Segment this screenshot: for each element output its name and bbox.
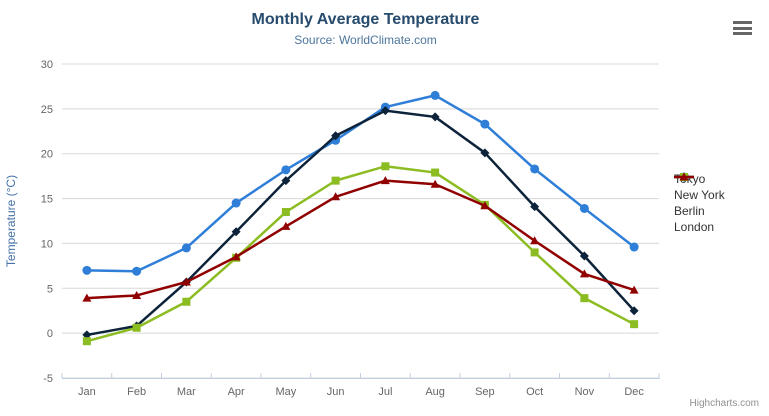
x-axis-label: Nov xyxy=(575,386,595,398)
series-london[interactable] xyxy=(82,176,639,302)
data-point-marker xyxy=(629,242,639,252)
y-axis-title: Temperature (°C) xyxy=(4,175,18,267)
data-point-marker xyxy=(82,293,92,302)
x-axis-label: Feb xyxy=(127,386,146,398)
data-point-marker xyxy=(82,337,91,346)
data-point-marker xyxy=(181,277,191,286)
data-point-marker xyxy=(281,221,291,230)
y-axis-label: 10 xyxy=(41,238,53,250)
data-point-marker xyxy=(480,201,490,210)
data-point-marker xyxy=(629,306,639,316)
data-point-marker xyxy=(331,176,340,185)
data-point-marker xyxy=(281,208,290,217)
x-axis-label: Aug xyxy=(425,386,445,398)
y-axis-labels: -5 0 5 10 15 20 25 30 xyxy=(41,59,53,385)
series-line xyxy=(86,179,635,300)
legend-item-new-york[interactable]: New York xyxy=(674,172,725,203)
data-point-marker xyxy=(331,192,341,201)
data-point-marker xyxy=(381,162,390,171)
data-point-marker xyxy=(480,148,490,158)
series-line xyxy=(86,94,635,273)
legend-label: London xyxy=(674,220,715,234)
legend: Tokyo New York Berlin London xyxy=(674,171,725,235)
legend-label: Berlin xyxy=(674,204,705,218)
data-point-marker xyxy=(430,112,440,122)
gridlines xyxy=(62,63,659,379)
data-point-marker xyxy=(679,172,689,181)
x-axis-label: Mar xyxy=(177,386,196,398)
data-point-marker xyxy=(580,294,589,303)
data-point-marker xyxy=(231,227,241,237)
data-point-marker xyxy=(579,251,589,261)
x-axis-ticks xyxy=(61,373,660,378)
legend-item-london[interactable]: London xyxy=(674,172,725,235)
data-point-marker xyxy=(331,131,341,141)
data-point-marker xyxy=(231,198,241,208)
data-point-marker xyxy=(132,323,141,332)
x-axis-label: Dec xyxy=(624,386,644,398)
data-point-marker xyxy=(431,168,440,177)
chart-subtitle: Source: WorldClimate.com xyxy=(294,33,437,47)
y-axis-label: 5 xyxy=(47,283,53,295)
data-point-marker xyxy=(281,176,291,186)
data-point-marker xyxy=(430,179,440,188)
data-point-marker xyxy=(182,297,191,306)
data-point-marker xyxy=(630,320,639,329)
y-axis-label: -5 xyxy=(43,373,53,385)
data-point-marker xyxy=(530,164,540,174)
data-point-marker xyxy=(132,266,142,276)
legend-label: New York xyxy=(674,188,725,202)
data-point-marker xyxy=(480,119,490,129)
y-axis-label: 30 xyxy=(41,59,53,71)
data-point-marker xyxy=(380,106,390,116)
data-point-marker xyxy=(629,285,639,294)
data-point-marker xyxy=(82,330,92,340)
data-point-marker xyxy=(132,290,142,299)
x-axis-label: Jun xyxy=(327,386,345,398)
data-point-marker xyxy=(579,269,589,278)
x-axis-label: Oct xyxy=(526,386,543,398)
x-axis-label: Sep xyxy=(475,386,495,398)
data-point-marker xyxy=(281,165,291,175)
export-menu-button[interactable] xyxy=(733,21,752,35)
y-axis-label: 15 xyxy=(41,194,53,206)
series-tokyo[interactable] xyxy=(82,90,639,276)
data-point-marker xyxy=(231,252,241,261)
data-point-marker xyxy=(380,176,390,185)
data-point-marker xyxy=(579,203,589,213)
hamburger-icon xyxy=(733,32,752,35)
series-line xyxy=(86,109,636,337)
chart-title: Monthly Average Temperature xyxy=(251,11,480,28)
data-point-marker xyxy=(82,265,92,275)
series-berlin[interactable] xyxy=(82,162,639,346)
legend-item-berlin[interactable]: Berlin xyxy=(674,173,725,219)
data-point-marker xyxy=(181,243,191,253)
y-axis-label: 0 xyxy=(47,328,53,340)
x-axis-label: May xyxy=(275,386,296,398)
y-axis-label: 25 xyxy=(41,104,53,116)
triangle-series-symbol-icon xyxy=(674,172,694,181)
x-axis-label: Jul xyxy=(378,386,392,398)
credits-link[interactable]: Highcharts.com xyxy=(689,398,759,409)
x-axis-label: Jan xyxy=(78,386,96,398)
data-point-marker xyxy=(530,248,539,257)
y-axis-label: 20 xyxy=(41,149,53,161)
hamburger-icon xyxy=(733,26,752,30)
series-line xyxy=(86,165,635,343)
series-new-york[interactable] xyxy=(82,106,639,340)
x-axis-labels: Jan Feb Mar Apr May Jun Jul Aug Sep Oct Nov Dec xyxy=(78,386,644,398)
data-point-marker xyxy=(530,236,540,245)
data-point-marker xyxy=(430,90,440,100)
data-point-marker xyxy=(530,202,540,212)
x-axis-label: Apr xyxy=(228,386,245,398)
hamburger-icon xyxy=(733,21,752,24)
